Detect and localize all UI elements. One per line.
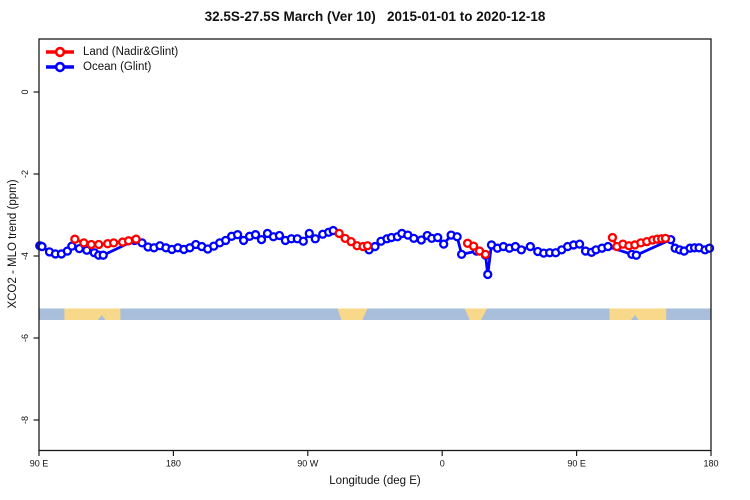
- chart-title: 32.5S-27.5S March (Ver 10) 2015-01-01 to…: [204, 9, 546, 24]
- data-point: [480, 249, 491, 260]
- data-point: [70, 234, 80, 244]
- map-strip-ocean-notch: [631, 314, 639, 320]
- data-point: [525, 241, 535, 252]
- data-point: [82, 245, 92, 255]
- data-point: [439, 239, 449, 249]
- data-point: [416, 235, 426, 245]
- data-point: [483, 269, 493, 280]
- data-point: [304, 228, 314, 239]
- data-point: [79, 238, 89, 248]
- y-tick-label: -4: [20, 252, 30, 260]
- map-strip-land-patch: [64, 308, 121, 320]
- data-point: [362, 241, 373, 251]
- legend-land-marker-icon: [46, 46, 74, 57]
- plot-border: [38, 38, 712, 452]
- data-point: [274, 230, 285, 241]
- data-point: [468, 241, 479, 251]
- data-point: [250, 230, 261, 240]
- data-point: [109, 238, 119, 248]
- data-point: [334, 228, 344, 239]
- x-tick-label: 0: [440, 459, 445, 469]
- map-strip-land-patch: [609, 308, 667, 320]
- data-point: [256, 234, 267, 245]
- data-point: [346, 236, 356, 247]
- y-tick-label: -6: [20, 334, 30, 342]
- data-point: [603, 241, 613, 252]
- y-axis-title: XCO2 - MLO trend (ppm): [7, 179, 19, 309]
- data-point: [516, 245, 526, 255]
- data-point: [232, 230, 243, 240]
- map-strip-land-patch: [464, 308, 487, 320]
- legend-ocean-label: Ocean (Glint): [83, 60, 152, 73]
- data-point: [310, 234, 320, 244]
- x-tick-label: 180: [703, 459, 718, 469]
- data-point: [433, 232, 443, 243]
- legend-item-land: Land (Nadir&Glint): [45, 44, 178, 59]
- map-strip-ocean: [39, 308, 711, 320]
- data-point: [238, 235, 249, 246]
- y-tick-label: -2: [20, 170, 30, 178]
- data-point: [86, 239, 96, 250]
- x-tick-label: 90 E: [567, 459, 586, 469]
- data-point: [456, 249, 467, 260]
- data-point: [123, 236, 134, 246]
- legend-item-ocean: Ocean (Glint): [45, 59, 178, 74]
- data-point: [131, 234, 141, 244]
- data-point: [660, 233, 671, 244]
- y-tick-label: 0: [20, 89, 30, 94]
- data-point: [221, 235, 231, 246]
- x-axis-title: Longitude (deg E): [329, 475, 421, 487]
- x-tick-label: 180: [166, 459, 181, 469]
- data-point: [298, 236, 308, 246]
- data-point: [409, 233, 419, 244]
- data-point: [607, 232, 618, 243]
- legend: Land (Nadir&Glint) Ocean (Glint): [45, 44, 178, 74]
- map-strip-land-patch: [337, 308, 368, 320]
- data-point: [98, 250, 108, 260]
- data-point: [574, 239, 585, 249]
- x-tick-label: 90 E: [30, 459, 49, 469]
- data-point: [704, 243, 715, 253]
- data-point: [631, 250, 641, 260]
- x-tick-label: 90 W: [297, 459, 319, 469]
- data-point: [94, 239, 104, 250]
- map-strip-ocean-notch: [97, 314, 106, 320]
- legend-land-label: Land (Nadir&Glint): [83, 45, 179, 58]
- y-tick-label: -8: [20, 416, 30, 424]
- legend-ocean-marker-icon: [46, 61, 74, 72]
- data-point: [452, 232, 462, 242]
